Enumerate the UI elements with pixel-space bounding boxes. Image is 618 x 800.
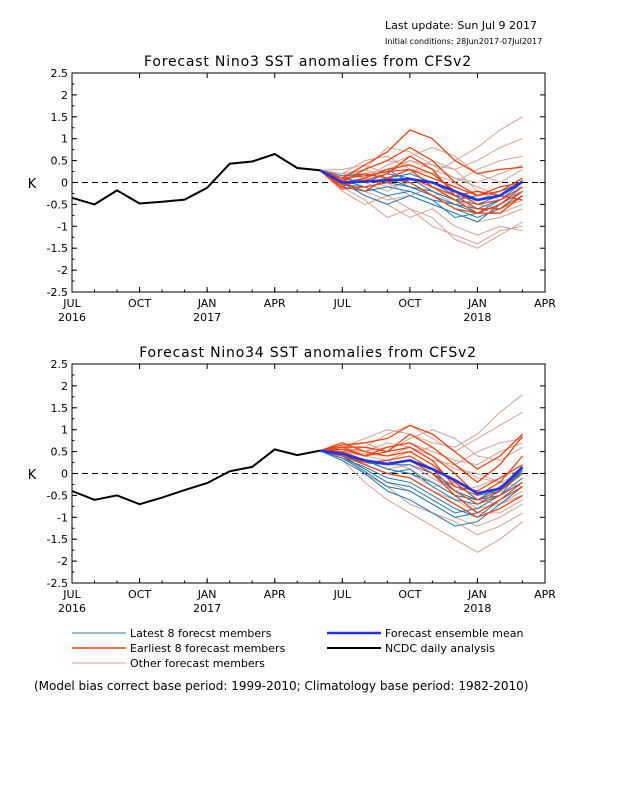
legend-label-analysis: NCDC daily analysis xyxy=(385,642,495,655)
x-tick-label: JUL xyxy=(333,297,352,310)
ensemble-mean-line xyxy=(319,169,524,202)
earliest-member-line xyxy=(319,168,523,197)
legend-label-mean: Forecast ensemble mean xyxy=(385,627,524,640)
y-tick-label: -2 xyxy=(57,264,68,277)
x-tick-year-label: 2018 xyxy=(463,602,491,615)
other-member-line xyxy=(319,169,523,245)
latest-member-line xyxy=(319,450,523,518)
y-tick-label: 1.5 xyxy=(51,111,69,124)
x-tick-label: APR xyxy=(264,588,286,601)
chart-title: Forecast Nino34 SST anomalies from CFSv2 xyxy=(139,345,477,361)
y-tick-label: 1 xyxy=(61,424,68,437)
x-tick-label: OCT xyxy=(398,588,421,601)
other-member-line xyxy=(319,169,523,249)
y-axis-label: K xyxy=(28,468,37,483)
y-tick-label: 0.5 xyxy=(51,446,69,459)
legend-label-earliest: Earliest 8 forecast members xyxy=(130,642,286,655)
x-tick-label: OCT xyxy=(128,588,151,601)
x-tick-year-label: 2016 xyxy=(58,311,86,324)
x-tick-label: JAN xyxy=(467,588,487,601)
x-tick-year-label: 2016 xyxy=(58,602,86,615)
other-member-line xyxy=(319,160,523,201)
y-tick-label: -0.5 xyxy=(47,489,68,502)
ensemble-mean-line xyxy=(319,449,524,495)
legend: Latest 8 forecst members Earliest 8 fore… xyxy=(72,627,524,670)
y-tick-label: -1.5 xyxy=(47,242,68,255)
nino3-chart: Forecast Nino3 SST anomalies from CFSv2 … xyxy=(28,54,557,324)
legend-label-other: Other forecast members xyxy=(130,657,265,670)
y-tick-label: 0.5 xyxy=(51,155,69,168)
other-member-line xyxy=(319,429,523,461)
x-tick-label: JUL xyxy=(333,588,352,601)
earliest-member-line xyxy=(319,168,523,214)
x-tick-label: JUL xyxy=(62,297,81,310)
x-tick-label: APR xyxy=(534,297,556,310)
chart-title: Forecast Nino3 SST anomalies from CFSv2 xyxy=(144,54,472,70)
y-axis-label: K xyxy=(28,177,37,192)
x-tick-label: OCT xyxy=(398,297,421,310)
y-tick-label: -2.5 xyxy=(47,286,68,299)
last-update-text: Last update: Sun Jul 9 2017 xyxy=(385,19,538,32)
x-tick-label: APR xyxy=(264,297,286,310)
x-tick-year-label: 2018 xyxy=(463,311,491,324)
y-tick-label: 1.5 xyxy=(51,402,69,415)
earliest-member-line xyxy=(319,169,523,210)
y-tick-label: -0.5 xyxy=(47,198,68,211)
earliest-member-line xyxy=(319,433,524,484)
y-tick-label: -1 xyxy=(57,220,68,233)
initial-conditions-text: Initial conditions: 28Jun2017-07Jul2017 xyxy=(385,37,543,46)
earliest-member-line xyxy=(319,450,523,519)
y-tick-label: 2 xyxy=(61,380,68,393)
x-tick-label: OCT xyxy=(128,297,151,310)
analysis-line xyxy=(71,448,320,506)
earliest-member-line xyxy=(319,442,523,497)
earliest-member-line xyxy=(319,129,523,179)
y-tick-label: -2 xyxy=(57,555,68,568)
footnote: (Model bias correct base period: 1999-20… xyxy=(34,679,528,693)
y-tick-label: 0 xyxy=(61,177,68,190)
x-tick-label: JUL xyxy=(62,588,81,601)
x-tick-label: JAN xyxy=(197,588,217,601)
y-tick-label: 2.5 xyxy=(51,358,69,371)
x-tick-year-label: 2017 xyxy=(193,311,221,324)
x-tick-label: JAN xyxy=(197,297,217,310)
other-member-line xyxy=(319,450,523,553)
earliest-member-line xyxy=(319,424,523,470)
nino34-chart: Forecast Nino34 SST anomalies from CFSv2… xyxy=(28,345,557,615)
x-tick-label: APR xyxy=(534,588,556,601)
legend-label-latest: Latest 8 forecst members xyxy=(130,627,272,640)
y-tick-label: 2 xyxy=(61,89,68,102)
earliest-member-line xyxy=(319,446,523,492)
y-tick-label: 1 xyxy=(61,133,68,146)
y-tick-label: -1 xyxy=(57,511,68,524)
x-tick-year-label: 2017 xyxy=(193,602,221,615)
y-tick-label: -1.5 xyxy=(47,533,68,546)
other-member-line xyxy=(319,394,523,452)
analysis-line xyxy=(71,152,320,206)
y-tick-label: 2.5 xyxy=(51,67,69,80)
y-tick-label: -2.5 xyxy=(47,577,68,590)
other-member-line xyxy=(319,138,523,179)
x-tick-label: JAN xyxy=(467,297,487,310)
y-tick-label: 0 xyxy=(61,468,68,481)
latest-member-line xyxy=(319,450,523,496)
